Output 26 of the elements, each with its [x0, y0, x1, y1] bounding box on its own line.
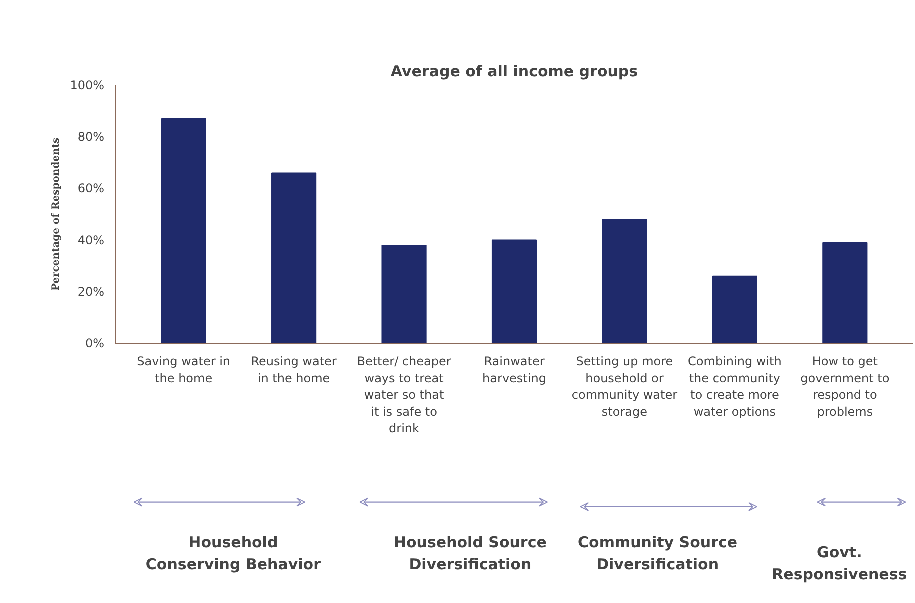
text: Govt. Responsiveness — [772, 544, 908, 584]
bar — [602, 219, 648, 344]
bar — [272, 172, 317, 344]
x-tick-label: Combining with the community to create more water options — [688, 354, 782, 419]
text: Community Source Diversification — [578, 534, 738, 574]
bar — [492, 240, 538, 344]
y-tick-label: 40% — [78, 233, 104, 248]
x-tick-label: How to get government to respond to problems — [800, 354, 890, 419]
x-tick-label: Setting up more household or community water storage — [572, 354, 678, 419]
x-tick-label: Saving water in the home — [137, 354, 231, 386]
y-tick-label: 80% — [78, 130, 104, 144]
x-tick-label: Better/ cheaper ways to treat water so that it is safe to drink — [357, 354, 452, 436]
y-axis-title: Percentage of Respondents — [51, 138, 62, 292]
y-tick-label: 0% — [85, 336, 105, 350]
bar — [712, 276, 758, 344]
y-tick-label: 100% — [70, 78, 105, 92]
x-tick-label: Reusing water in the home — [251, 354, 337, 386]
bar — [822, 242, 868, 344]
bar — [161, 118, 206, 344]
y-tick-label: 60% — [78, 182, 104, 196]
text: Household Conserving Behavior — [146, 534, 322, 574]
chart-title: Average of all income groups — [390, 62, 638, 80]
text: Household Source Diversification — [394, 534, 547, 574]
x-tick-label: Rainwater harvesting — [482, 354, 546, 386]
bar — [382, 244, 427, 344]
y-tick-label: 20% — [78, 284, 104, 299]
